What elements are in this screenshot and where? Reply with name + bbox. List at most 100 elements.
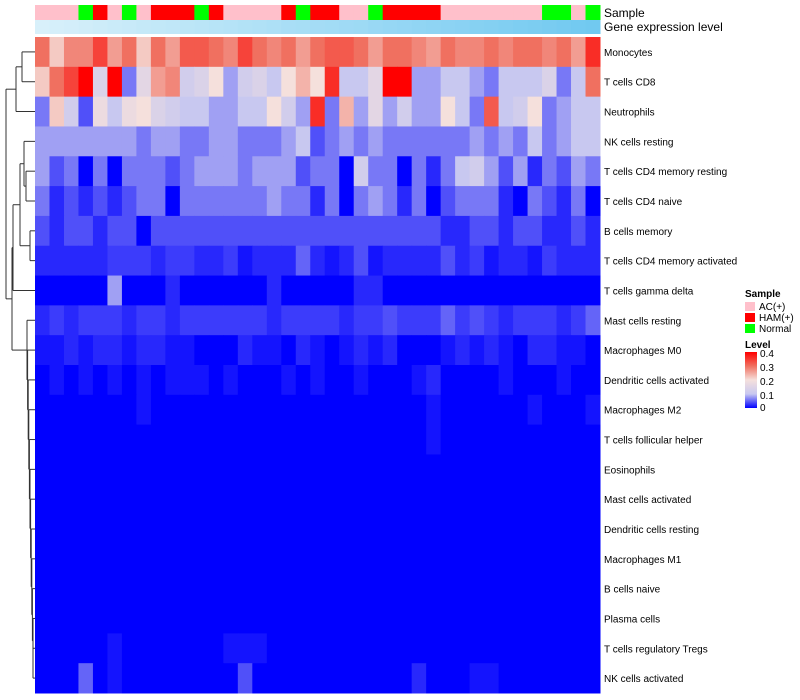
heatmap-cell [92,514,108,545]
heatmap-cell [484,215,500,247]
heatmap-cell [411,245,427,277]
heatmap-cell [266,126,282,157]
heatmap-cell [208,186,224,217]
heatmap-cell [498,454,514,485]
heatmap-cell [324,186,340,217]
heatmap-cell [469,424,485,455]
heatmap-cell [295,394,311,426]
heatmap-cell [527,394,543,426]
heatmap-cell [194,603,210,634]
heatmap-cell [353,663,369,694]
heatmap-cell [223,96,239,127]
heatmap-cell [252,215,268,247]
heatmap-cell [266,603,282,634]
heatmap-cell [252,305,268,336]
heatmap-cell [252,424,268,455]
heatmap-cell [484,275,500,306]
heatmap-cell [426,424,442,455]
heatmap-cell [353,484,369,515]
heatmap-cell [266,484,282,515]
heatmap-cell [121,275,137,306]
heatmap-cell [78,633,94,664]
sample-cell [194,5,210,20]
heatmap-cell [368,394,384,426]
heatmap-cell [121,66,137,98]
heatmap-cell [440,275,456,306]
heatmap-cell [513,275,529,306]
heatmap-cell [295,514,311,545]
heatmap-cell [208,454,224,485]
sample-cell [49,5,65,20]
heatmap-cell [498,514,514,545]
heatmap-cell [35,573,50,605]
heatmap-cell [527,66,543,98]
heatmap-cell [63,37,79,68]
heatmap-cell [484,335,500,366]
heatmap-cell [585,305,601,336]
heatmap-cell [223,633,239,664]
heatmap-cell [397,335,413,366]
heatmap-cell [498,215,514,247]
heatmap-cell [484,573,500,605]
heatmap-cell [426,275,442,306]
heatmap-cell [194,305,210,336]
heatmap-cell [121,96,137,127]
heatmap-cell [107,186,123,217]
heatmap-cell [136,275,152,306]
heatmap-cell [310,543,326,575]
heatmap-cell [281,335,297,366]
heatmap-cell [266,305,282,336]
heatmap-cell [107,66,123,98]
heatmap-cell [513,394,529,426]
legend-level-title: Level [745,340,771,351]
heatmap-cell [542,335,558,366]
heatmap-cell [513,633,529,664]
heatmap-cell [368,305,384,336]
expression-cell [237,20,253,34]
heatmap-cell [339,484,355,515]
heatmap-cell [165,424,181,455]
heatmap-cell [237,275,253,306]
heatmap-cell [498,335,514,366]
heatmap-cell [121,454,137,485]
heatmap-cell [295,156,311,187]
heatmap-cell [35,484,50,515]
heatmap-cell [237,186,253,217]
heatmap-cell [310,245,326,277]
heatmap-cell [324,543,340,575]
heatmap-cell [382,424,398,455]
heatmap-cell [194,484,210,515]
expression-cell [165,20,181,34]
heatmap-cell [484,543,500,575]
heatmap-cell [368,96,384,127]
heatmap-cell [469,126,485,157]
heatmap-cell [469,633,485,664]
heatmap-cell [252,573,268,605]
heatmap-cell [469,454,485,485]
heatmap-cell [542,484,558,515]
heatmap-cell [121,484,137,515]
heatmap-cell [440,484,456,515]
heatmap-cell [194,215,210,247]
heatmap-cell [107,365,123,396]
heatmap-cell [484,245,500,277]
expression-cell [266,20,282,34]
expression-cell [208,20,224,34]
heatmap-cell [252,245,268,277]
heatmap-cell [295,365,311,396]
heatmap-cell [339,66,355,98]
heatmap-cell [179,603,195,634]
heatmap-cell [92,96,108,127]
heatmap-cell [310,275,326,306]
heatmap-cell [469,275,485,306]
heatmap-cell [165,573,181,605]
heatmap-cell [252,156,268,187]
heatmap-cell [353,514,369,545]
heatmap-cell [266,186,282,217]
expression-cell [498,20,514,34]
heatmap-cell [78,424,94,455]
heatmap-cell [78,215,94,247]
expression-cell [136,20,152,34]
heatmap-cell [78,454,94,485]
